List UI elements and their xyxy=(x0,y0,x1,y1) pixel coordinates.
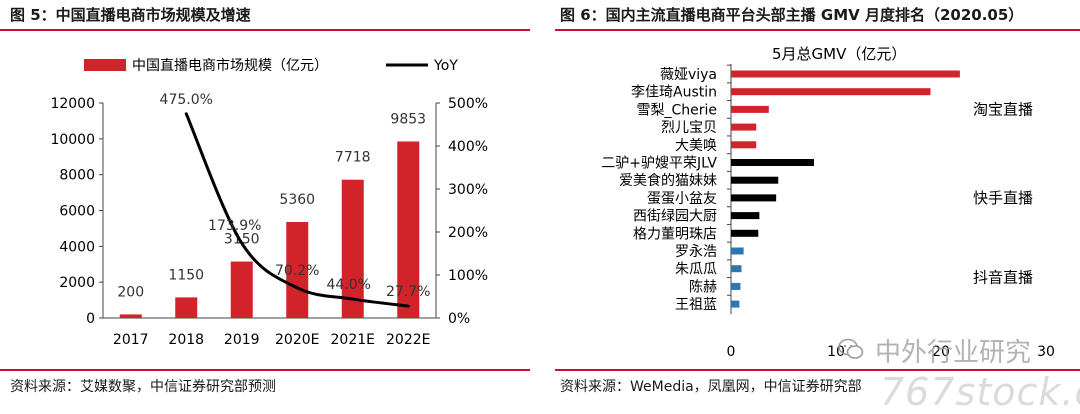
platform-group-label: 快手直播 xyxy=(973,189,1033,207)
yoy-value-label: 475.0% xyxy=(160,92,213,108)
platform-group-label: 淘宝直播 xyxy=(973,100,1033,118)
platform-group-label: 抖音直播 xyxy=(973,269,1033,287)
streamer-name-label: 二驴+驴嫂平荣JLV xyxy=(601,156,717,172)
yoy-line xyxy=(184,112,410,308)
x-tick-label: 2017 xyxy=(113,332,149,348)
left-source: 资料来源：艾媒数聚，中信证券研究部预测 xyxy=(10,379,276,395)
left-y-tick-label: 0 xyxy=(86,311,95,327)
gmv-x-tick-label: 0 xyxy=(727,344,736,360)
legend-swatch-market-size xyxy=(84,59,126,71)
gmv-bar xyxy=(731,300,740,308)
gmv-bar xyxy=(731,265,742,273)
streamer-name-label: 李佳琦Austin xyxy=(631,85,717,101)
left-y-tick-label: 8000 xyxy=(59,168,95,184)
gmv-bar xyxy=(731,123,757,131)
right-y-tick-label: 0% xyxy=(448,311,470,327)
market-size-panel: 图 5：中国直播电商市场规模及增速 中国直播电商市场规模（亿元） YoY 0 2000… xyxy=(0,0,530,401)
streamer-name-label: 陈赫 xyxy=(689,278,717,295)
streamer-name-label: 罗永浩 xyxy=(675,244,717,260)
gmv-bar xyxy=(731,194,777,202)
gmv-bar xyxy=(731,159,814,166)
gmv-bar xyxy=(731,70,960,78)
market-size-value-label: 5360 xyxy=(279,192,315,208)
gmv-bar xyxy=(731,247,744,255)
left-y-tick-label: 10000 xyxy=(50,132,95,148)
x-tick-label: 2019 xyxy=(224,332,260,348)
market-size-value-label: 7718 xyxy=(335,150,371,166)
yoy-value-label: 173.9% xyxy=(208,218,261,234)
market-size-bar xyxy=(341,179,364,318)
market-size-chart: 中国直播电商市场规模（亿元） YoY 0 2000 4000 6000 8000 10000 1… xyxy=(50,57,488,348)
market-size-bar xyxy=(175,297,198,318)
right-y-tick-label: 200% xyxy=(448,225,488,241)
market-size-value-label: 200 xyxy=(117,284,144,300)
left-y-tick-label: 2000 xyxy=(59,275,95,291)
streamer-name-label: 格力董明珠店 xyxy=(633,226,717,242)
x-tick-label: 2020E xyxy=(275,332,319,348)
market-size-bar xyxy=(286,221,309,318)
market-size-bar xyxy=(230,261,253,318)
right-title-rule xyxy=(555,29,1080,31)
right-y-tick-label: 500% xyxy=(448,96,488,112)
yoy-value-label: 70.2% xyxy=(275,263,319,279)
yoy-value-label: 44.0% xyxy=(327,277,371,293)
streamer-name-label: 朱瓜瓜 xyxy=(675,262,717,278)
wechat-icon xyxy=(838,338,864,359)
streamer-name-label: 烈儿宝贝 xyxy=(661,120,717,136)
left-chart-title: 图 5：中国直播电商市场规模及增速 xyxy=(10,6,251,24)
x-tick-label: 2022E xyxy=(386,332,430,348)
gmv-bar xyxy=(731,229,759,237)
gmv-x-tick-label: 20 xyxy=(932,344,950,360)
x-tick-label: 2018 xyxy=(168,332,204,348)
left-y-tick-label: 4000 xyxy=(59,239,95,255)
left-source-rule xyxy=(0,369,530,371)
legend-label-market-size: 中国直播电商市场规模（亿元） xyxy=(132,57,328,74)
gmv-bar xyxy=(731,282,741,290)
watermark-text: 中外行业研究 xyxy=(875,338,1032,368)
gmv-bar xyxy=(731,176,779,184)
streamer-name-label: 西街绿园大厨 xyxy=(633,209,717,225)
right-y-tick-label: 300% xyxy=(448,182,488,198)
left-y-tick-label: 6000 xyxy=(59,204,95,220)
left-y-tick-label: 12000 xyxy=(50,96,95,112)
gmv-x-tick-label: 30 xyxy=(1037,344,1055,360)
gmv-chart-title: 5月总GMV（亿元） xyxy=(772,45,906,63)
legend-label-yoy: YoY xyxy=(433,58,458,74)
streamer-name-label: 蛋蛋小盆友 xyxy=(647,191,717,207)
market-size-value-label: 9853 xyxy=(390,111,426,127)
gmv-bar xyxy=(731,105,769,113)
gmv-bar xyxy=(731,212,760,220)
right-source: 资料来源：WeMedia，凤凰网，中信证券研究部 xyxy=(560,379,862,395)
left-title-rule xyxy=(0,29,530,31)
market-size-value-label: 3150 xyxy=(224,232,260,248)
streamer-name-label: 大美唤 xyxy=(675,137,717,154)
watermark-url: 767stock.c xyxy=(880,370,1080,414)
right-source-rule xyxy=(555,369,1080,371)
right-chart-title: 图 6：国内主流直播电商平台头部主播 GMV 月度排名（2020.05） xyxy=(560,6,1024,24)
streamer-name-label: 王祖蓝 xyxy=(675,297,717,313)
streamer-name-label: 薇娅viya xyxy=(660,67,717,83)
yoy-value-label: 27.7% xyxy=(386,284,430,300)
market-size-value-label: 1150 xyxy=(168,267,204,283)
right-y-tick-label: 400% xyxy=(448,139,488,155)
streamer-name-label: 雪梨_Cherie xyxy=(636,102,717,118)
x-tick-label: 2021E xyxy=(331,332,375,348)
streamer-gmv-panel: 图 6：国内主流直播电商平台头部主播 GMV 月度排名（2020.05） 5月总… xyxy=(555,0,1080,401)
market-size-bar xyxy=(119,314,142,318)
gmv-x-tick-label: 10 xyxy=(827,344,845,360)
gmv-bar xyxy=(731,88,931,96)
market-size-bar xyxy=(397,141,420,318)
right-y-tick-label: 100% xyxy=(448,268,488,284)
streamer-name-label: 爱美食的猫妹妹 xyxy=(619,172,717,189)
gmv-bar xyxy=(731,141,757,149)
